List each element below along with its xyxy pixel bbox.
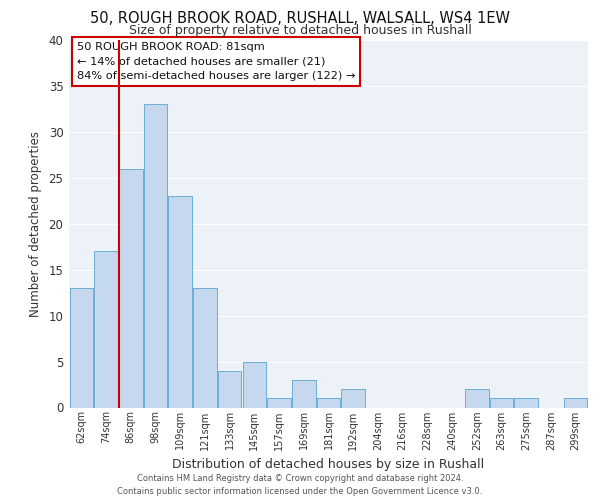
Bar <box>317 398 340 407</box>
Text: Contains HM Land Registry data © Crown copyright and database right 2024.
Contai: Contains HM Land Registry data © Crown c… <box>118 474 482 496</box>
Bar <box>94 252 118 408</box>
Bar <box>564 398 587 407</box>
Text: 50 ROUGH BROOK ROAD: 81sqm
← 14% of detached houses are smaller (21)
84% of semi: 50 ROUGH BROOK ROAD: 81sqm ← 14% of deta… <box>77 42 355 80</box>
Bar <box>144 104 167 408</box>
Bar <box>465 389 488 407</box>
Bar <box>193 288 217 408</box>
Bar <box>514 398 538 407</box>
Bar <box>490 398 513 407</box>
Text: 50, ROUGH BROOK ROAD, RUSHALL, WALSALL, WS4 1EW: 50, ROUGH BROOK ROAD, RUSHALL, WALSALL, … <box>90 11 510 26</box>
Bar <box>341 389 365 407</box>
Bar <box>242 362 266 408</box>
Bar <box>119 168 143 408</box>
Bar <box>70 288 93 408</box>
X-axis label: Distribution of detached houses by size in Rushall: Distribution of detached houses by size … <box>172 458 485 471</box>
Bar <box>292 380 316 407</box>
Text: Size of property relative to detached houses in Rushall: Size of property relative to detached ho… <box>128 24 472 37</box>
Bar <box>169 196 192 408</box>
Y-axis label: Number of detached properties: Number of detached properties <box>29 130 41 317</box>
Bar <box>268 398 291 407</box>
Bar <box>218 371 241 408</box>
